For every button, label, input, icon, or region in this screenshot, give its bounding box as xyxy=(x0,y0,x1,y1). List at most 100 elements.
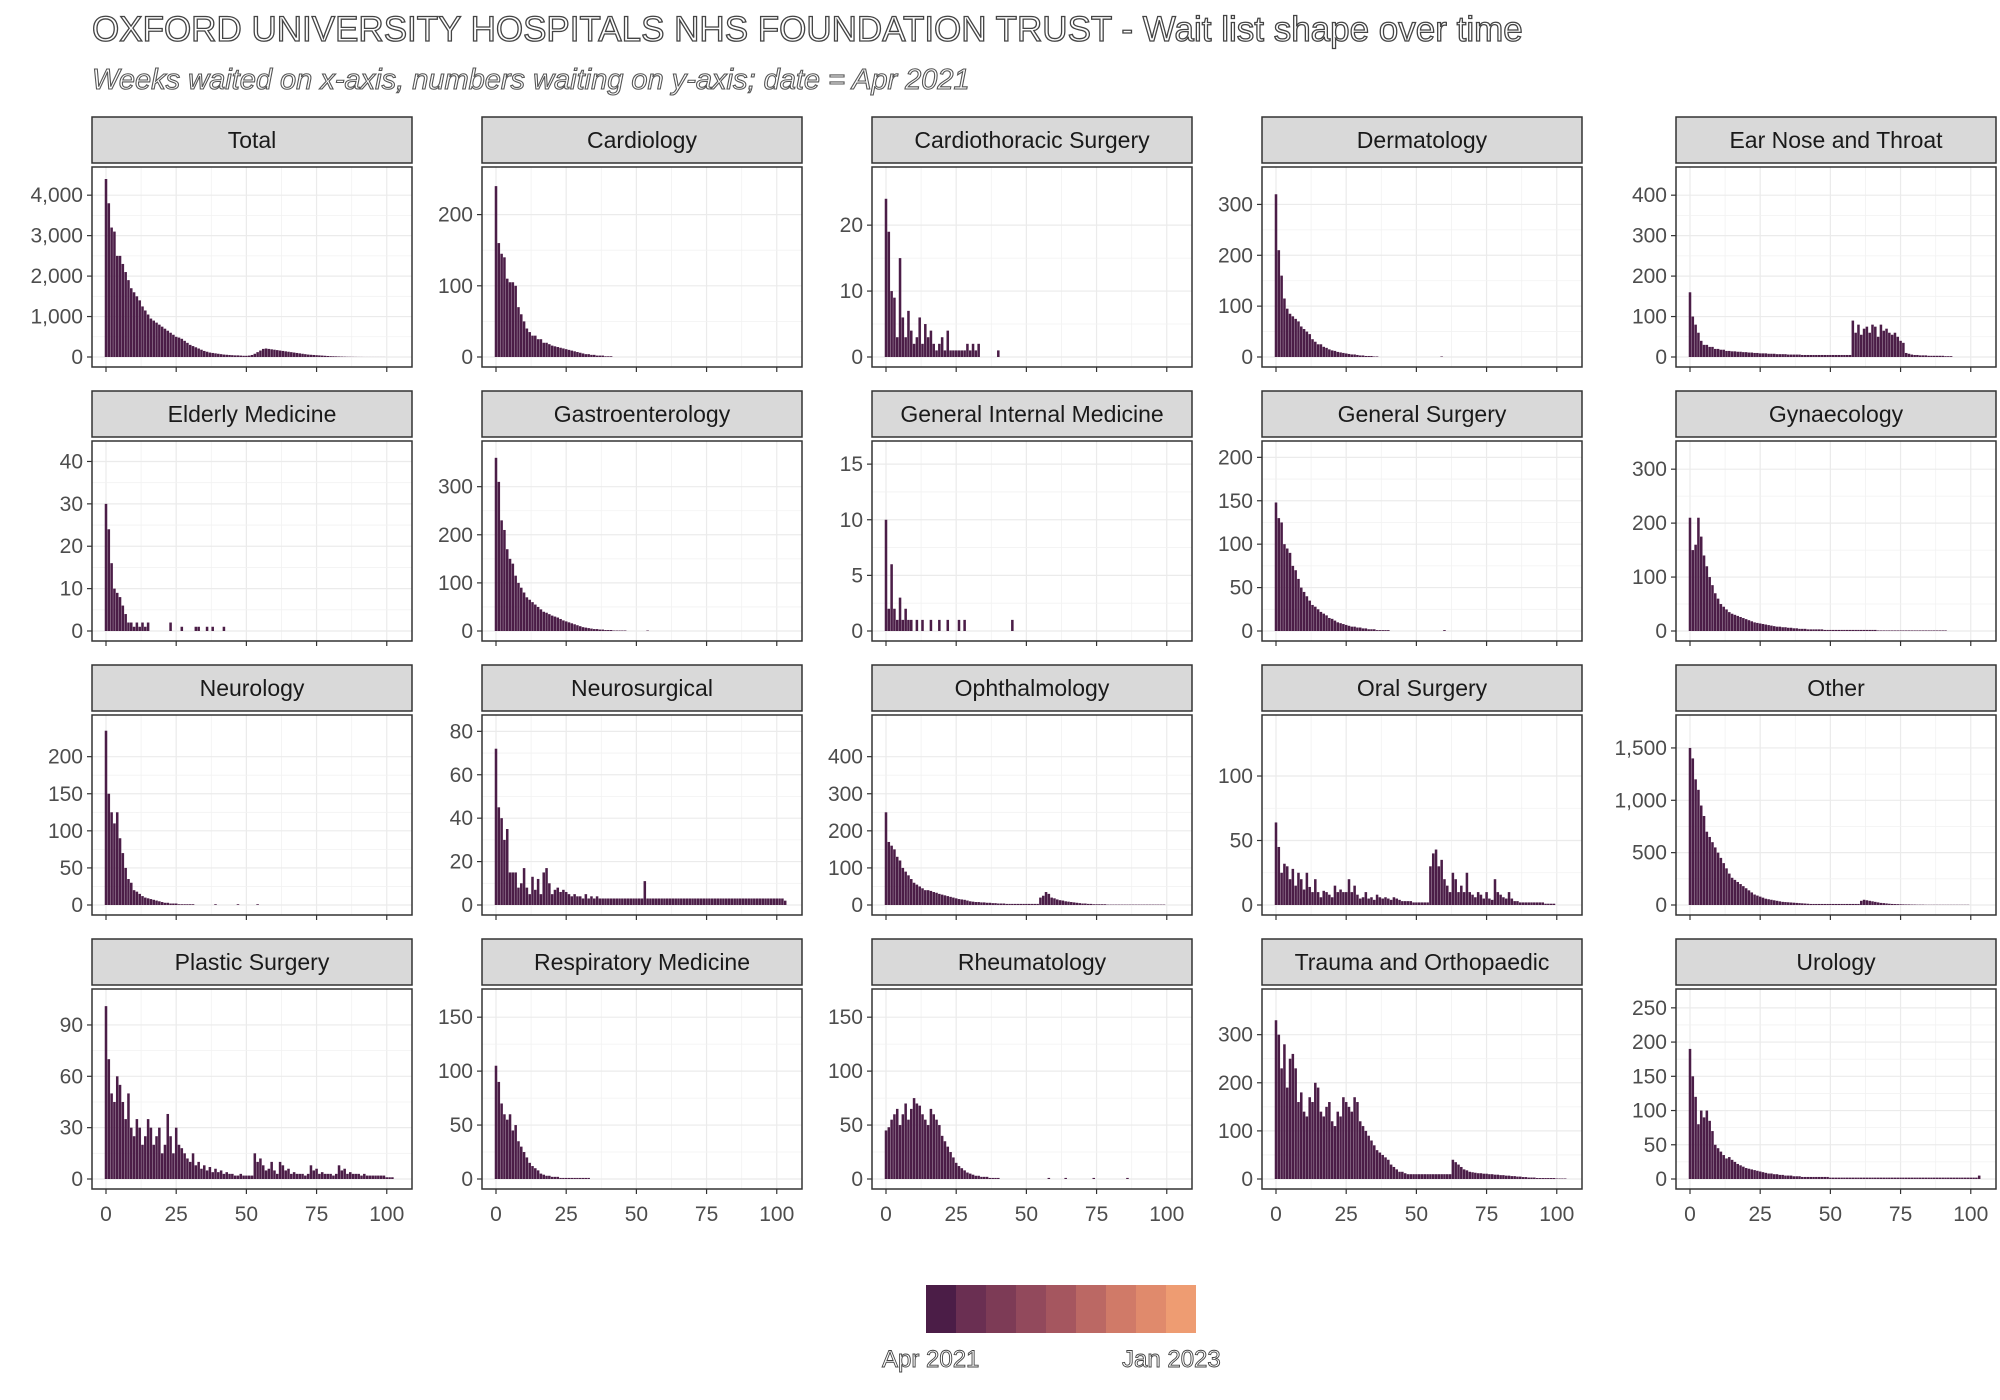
bar xyxy=(901,317,905,357)
bar xyxy=(584,354,588,357)
bar xyxy=(1871,901,1874,905)
bar xyxy=(581,627,585,631)
bar xyxy=(929,619,933,631)
bar xyxy=(1854,629,1857,631)
facet-strip xyxy=(1261,938,1583,986)
bar xyxy=(494,186,498,357)
bar xyxy=(211,352,214,357)
y-tick-label: 0 xyxy=(851,346,863,369)
bar xyxy=(505,278,509,357)
bar xyxy=(1787,902,1790,905)
y-tick-label: 30 xyxy=(60,1117,83,1140)
bar xyxy=(1280,872,1283,905)
bar xyxy=(144,310,147,357)
bar xyxy=(149,318,153,357)
x-tick-label: 0 xyxy=(1684,1203,1696,1226)
bar xyxy=(245,355,248,357)
bar xyxy=(1742,886,1745,905)
facet-strip xyxy=(1675,390,1997,438)
bar xyxy=(110,1093,113,1179)
bar xyxy=(374,1175,377,1179)
bar xyxy=(1795,354,1798,357)
x-tick-label: 100 xyxy=(759,1203,794,1226)
y-tick-label: 0 xyxy=(461,894,473,917)
bar xyxy=(724,898,728,905)
bar xyxy=(1361,628,1365,631)
bar xyxy=(1899,904,1902,905)
bar xyxy=(1857,324,1860,357)
bar xyxy=(1834,629,1838,631)
y-tick-label: 30 xyxy=(60,493,83,516)
bar xyxy=(242,1175,245,1179)
bar xyxy=(573,351,576,357)
bar xyxy=(1798,903,1801,905)
bar xyxy=(298,1173,301,1179)
y-tick-label: 0 xyxy=(461,620,473,643)
bar xyxy=(525,328,529,357)
bar xyxy=(1879,902,1883,905)
bar xyxy=(890,564,893,631)
y-tick-label: 0 xyxy=(71,346,83,369)
bar xyxy=(974,1175,978,1179)
facet-title: Respiratory Medicine xyxy=(534,949,750,975)
bar xyxy=(191,904,195,905)
x-tick-label: 75 xyxy=(1475,1203,1498,1226)
bar xyxy=(1330,618,1334,631)
bar xyxy=(1744,888,1748,905)
bar xyxy=(1868,332,1871,357)
bar xyxy=(517,307,520,357)
bar xyxy=(1437,1174,1441,1179)
bar xyxy=(1879,1177,1883,1179)
bar xyxy=(1311,339,1314,357)
facet-title: Neurology xyxy=(200,675,305,701)
bar xyxy=(744,898,748,905)
bar xyxy=(1530,902,1533,905)
bar xyxy=(621,898,624,905)
bar xyxy=(214,1168,217,1179)
bar xyxy=(1308,334,1311,357)
bar xyxy=(130,288,133,357)
y-tick-label: 200 xyxy=(1218,244,1253,267)
y-tick-label: 200 xyxy=(1218,1072,1253,1095)
bar xyxy=(1792,1176,1796,1179)
bar xyxy=(691,898,694,905)
bar xyxy=(904,871,907,905)
bar xyxy=(1930,1177,1933,1179)
y-tick-label: 100 xyxy=(828,1060,863,1083)
bar xyxy=(929,330,933,357)
bar xyxy=(1081,903,1084,905)
bar xyxy=(581,898,585,905)
bar xyxy=(1927,1177,1930,1179)
bar xyxy=(121,263,125,357)
bar xyxy=(155,1136,158,1179)
bar xyxy=(576,352,579,357)
y-tick-label: 200 xyxy=(828,820,863,843)
bar xyxy=(304,354,307,357)
bar xyxy=(1457,1164,1460,1179)
bar xyxy=(1927,630,1930,631)
facet-title: Cardiothoracic Surgery xyxy=(914,127,1150,153)
bar xyxy=(1742,618,1745,631)
bar xyxy=(155,322,158,357)
bar xyxy=(1499,1175,1502,1179)
bar xyxy=(351,1173,355,1179)
bar xyxy=(553,346,557,357)
bar xyxy=(1725,1158,1728,1179)
bar xyxy=(1711,842,1714,905)
bar xyxy=(1398,1171,1401,1179)
panel-border xyxy=(91,988,413,1190)
facet-strip xyxy=(91,390,413,438)
bar xyxy=(940,337,944,357)
bar xyxy=(562,889,565,905)
bar xyxy=(1053,898,1056,905)
bar xyxy=(1291,1053,1295,1179)
bar xyxy=(623,898,627,905)
bar xyxy=(1468,1171,1471,1179)
bar xyxy=(135,622,139,631)
bar xyxy=(963,899,966,905)
bar xyxy=(132,890,136,905)
bar xyxy=(983,1176,986,1179)
bar xyxy=(1829,629,1832,631)
bar xyxy=(924,324,927,357)
